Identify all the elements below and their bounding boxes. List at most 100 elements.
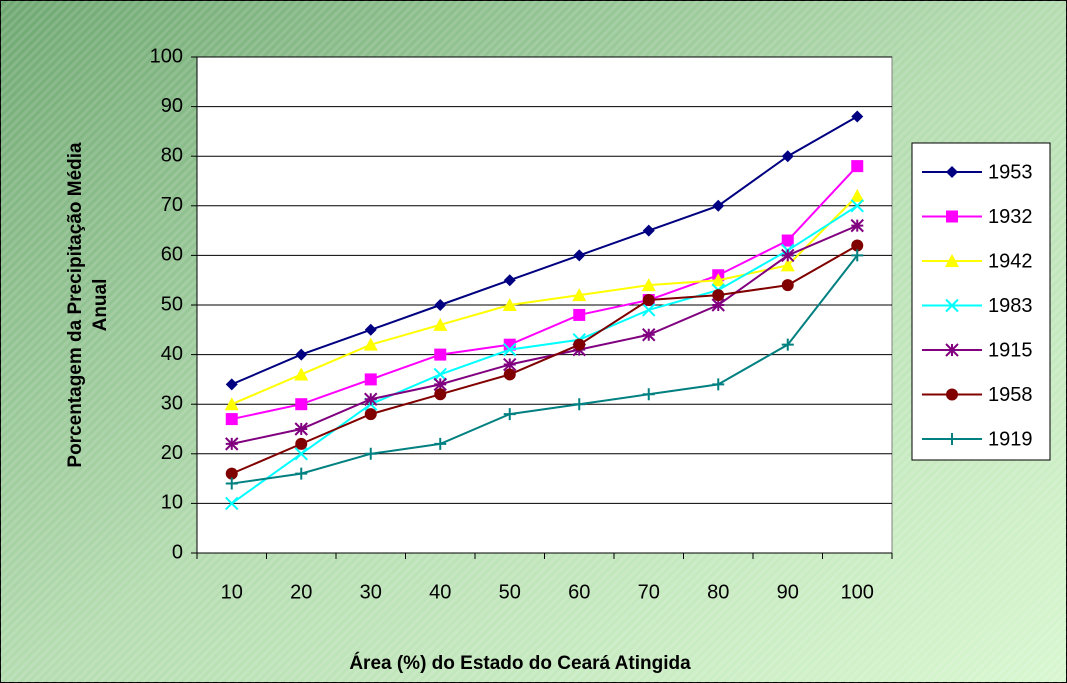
x-tick-label: 60 [568,581,590,603]
marker [225,496,239,511]
marker [851,239,864,252]
marker [363,337,378,351]
y-tick-label: 10 [161,492,183,514]
marker [946,433,958,445]
marker [945,298,959,313]
x-tick-label: 40 [429,581,451,603]
x-tick-label: 50 [499,581,521,603]
marker [781,234,794,247]
y-tick-label: 0 [172,541,183,563]
marker [573,249,586,262]
marker [225,477,238,490]
marker [850,218,864,233]
marker [364,392,378,406]
marker [503,408,516,421]
marker [712,199,725,212]
y-tick-label: 30 [161,392,183,414]
y-tick-label: 20 [161,442,183,464]
marker [850,199,864,213]
marker [712,289,725,302]
marker [711,273,726,287]
legend-label: 1919 [988,428,1033,450]
marker [295,467,308,480]
marker [573,338,586,351]
marker [781,279,794,292]
series-line [231,254,859,485]
y-tick-label: 80 [161,144,183,166]
marker [946,388,958,401]
legend-label: 1958 [988,384,1033,406]
series-line [231,165,858,421]
marker [642,388,655,401]
marker [364,408,377,421]
marker [781,248,795,263]
series [224,188,865,411]
marker [850,188,865,202]
marker [364,447,377,460]
legend-label: 1983 [988,295,1033,317]
series [225,239,864,480]
x-tick-label: 10 [221,581,243,603]
series [225,110,864,391]
legend-label: 1942 [988,250,1033,272]
marker [781,338,794,351]
marker [503,357,517,372]
marker [225,437,239,451]
y-tick-label: 40 [161,343,183,365]
marker [946,210,958,223]
marker [294,447,308,461]
marker [573,308,586,321]
marker [434,299,447,311]
x-tick-label: 20 [290,581,312,603]
x-tick-label: 90 [777,581,799,603]
marker [573,398,586,411]
marker [945,343,959,357]
series-line [231,195,858,406]
marker [945,254,959,267]
marker [851,160,864,173]
y-tick-label: 70 [161,194,183,216]
series-line [231,115,858,386]
marker [434,388,447,401]
marker [295,398,308,411]
marker [712,378,725,391]
marker [642,224,655,237]
marker [642,294,655,307]
series-line [231,244,858,475]
y-tick-label: 90 [161,95,183,117]
marker [641,278,656,292]
legend-label: 1932 [988,206,1033,228]
marker [225,378,238,391]
legend [911,142,1051,461]
marker [294,422,308,436]
series [225,249,864,490]
x-tick-label: 70 [638,581,660,603]
legend-label: 1915 [988,339,1033,361]
marker [780,258,795,272]
marker [503,342,517,357]
marker [433,377,447,392]
marker [781,150,794,163]
marker [711,298,725,312]
y-axis-title: Porcentagem da Precipitação Média [65,142,86,468]
marker [295,437,308,450]
marker [642,328,656,342]
x-tick-label: 80 [707,581,729,603]
y-axis-title: Anual [90,279,111,332]
marker [851,110,864,123]
marker [503,274,516,287]
marker [851,249,864,262]
x-tick-label: 30 [360,581,382,603]
x-axis-title: Área (%) do Estado do Ceará Atingida [349,652,691,674]
marker [364,373,377,386]
legend-label: 1953 [988,161,1033,183]
marker [294,367,309,381]
marker [364,323,377,336]
x-tick-label: 100 [841,581,874,603]
marker [224,397,239,411]
marker [434,348,447,361]
marker [225,413,238,426]
series [225,160,864,426]
marker [642,303,656,317]
